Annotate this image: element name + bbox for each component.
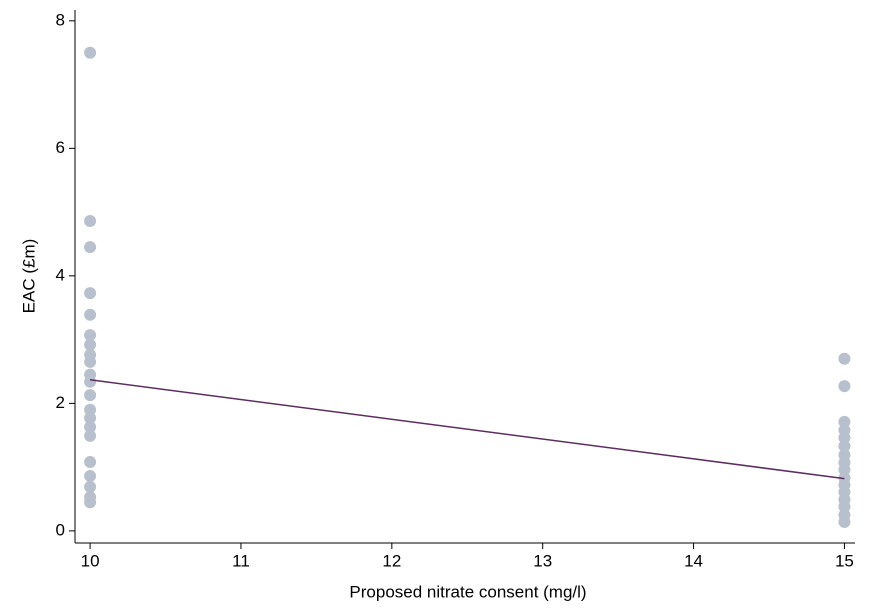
point [838,515,851,528]
point [84,470,97,483]
x-tick-label: 15 [835,551,854,570]
x-tick-label: 12 [382,551,401,570]
point [84,480,97,493]
fit-line [89,379,845,480]
point [838,415,851,428]
point [84,420,97,433]
x-tick-label: 10 [81,551,100,570]
point [838,463,851,476]
point [84,412,97,425]
y-tick-label: 6 [56,138,65,157]
point [84,456,97,469]
point [84,389,97,402]
point [84,241,97,254]
point [84,338,97,351]
point [838,431,851,444]
point [84,355,97,368]
point [84,329,97,342]
point [838,380,851,393]
point [84,375,97,388]
point [84,403,97,416]
point [84,215,97,228]
y-tick-label: 2 [56,393,65,412]
y-tick-label: 4 [56,265,65,284]
x-tick-label: 14 [684,551,703,570]
point [84,308,97,321]
y-tick-label: 8 [56,10,65,29]
point [84,429,97,442]
point [838,352,851,365]
y-tick-label: 0 [56,520,65,539]
y-axis-label: EAC (£m) [19,239,38,314]
x-axis-label: Proposed nitrate consent (mg/l) [349,582,586,601]
x-tick-label: 11 [232,551,250,570]
point [84,46,97,59]
point [838,440,851,453]
point [84,287,97,300]
point [838,500,851,513]
x-tick-label: 13 [533,551,552,570]
point [84,496,97,509]
